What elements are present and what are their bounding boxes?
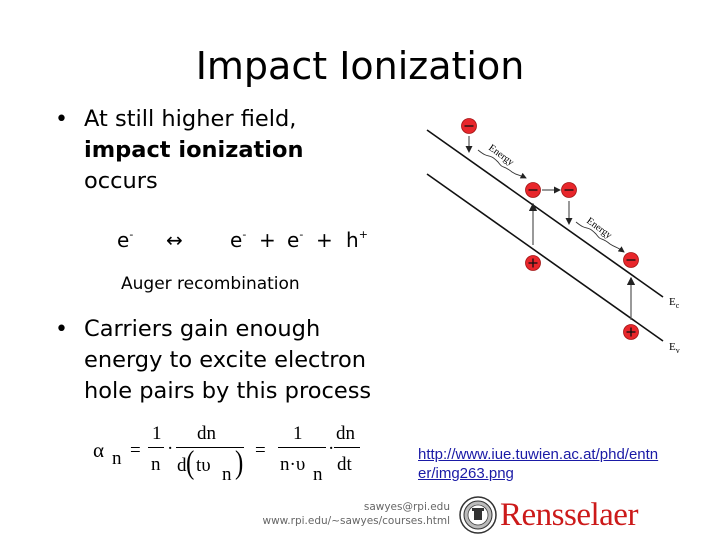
fraction-bar bbox=[334, 447, 360, 448]
rensselaer-logo-text: Rensselaer bbox=[500, 497, 638, 533]
footer-contact: sawyes@rpi.edu www.rpi.edu/~sawyes/cours… bbox=[250, 500, 451, 528]
fraction-bar bbox=[278, 447, 326, 448]
valence-band-line bbox=[426, 173, 664, 342]
slide-title: Impact Ionization bbox=[195, 44, 525, 88]
bullet-line: Carriers gain enough bbox=[84, 316, 321, 342]
reaction-lhs: e bbox=[117, 228, 130, 252]
bullet-dot: • bbox=[55, 317, 68, 342]
energy-wavy-arrow-2 bbox=[575, 221, 625, 253]
auger-label: Auger recombination bbox=[121, 274, 300, 294]
hole-icon bbox=[623, 324, 639, 340]
bullet-line: hole pairs by this process bbox=[84, 378, 372, 404]
fraction-bar bbox=[176, 447, 244, 448]
conduction-band-line bbox=[426, 129, 664, 298]
bullet-line: At still higher field, bbox=[84, 106, 297, 132]
electron-icon bbox=[561, 182, 577, 198]
footer-email: sawyes@rpi.edu bbox=[363, 501, 450, 513]
alpha-symbol: α bbox=[93, 438, 105, 462]
electron-icon bbox=[525, 182, 541, 198]
source-link[interactable]: http://www.iue.tuwien.ac.at/phd/entn er/… bbox=[418, 446, 659, 482]
fraction-bar bbox=[148, 447, 164, 448]
energy-label-1: Energy bbox=[486, 143, 516, 169]
bullet-dot: • bbox=[55, 107, 68, 132]
electron-icon bbox=[623, 252, 639, 268]
bullet-line: energy to excite electron bbox=[84, 347, 367, 373]
bullet-line-bold: impact ionization bbox=[84, 137, 304, 163]
band-diagram: Ec Ev Energy Energy bbox=[426, 118, 680, 355]
energy-wavy-arrow-1 bbox=[477, 149, 527, 179]
rpi-seal-icon bbox=[459, 496, 497, 534]
hole-icon bbox=[525, 255, 541, 271]
bullet-line: occurs bbox=[84, 168, 158, 194]
reaction-arrow: ↔ bbox=[166, 228, 183, 252]
ev-label: Ev bbox=[669, 341, 680, 355]
electron-icon bbox=[461, 118, 477, 134]
footer-url: www.rpi.edu/~sawyes/courses.html bbox=[262, 515, 451, 527]
ec-label: Ec bbox=[669, 296, 680, 310]
